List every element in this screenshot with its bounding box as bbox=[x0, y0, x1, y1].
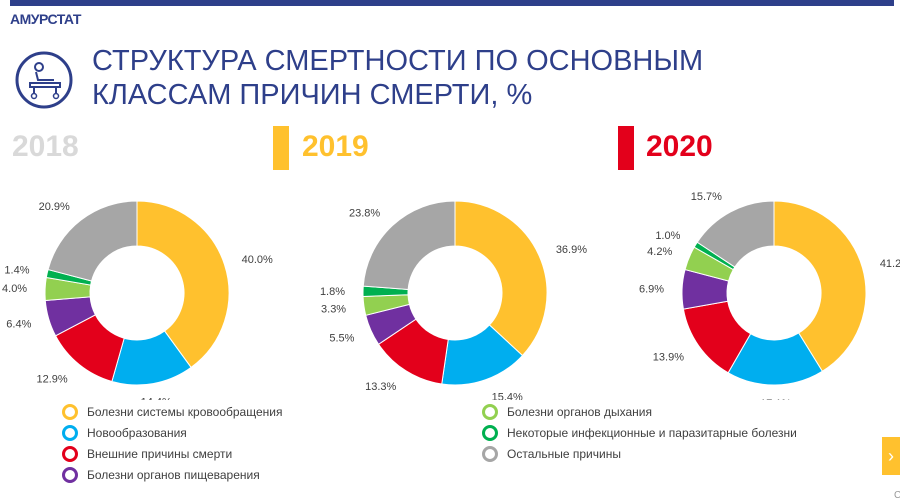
legend-marker bbox=[62, 466, 78, 483]
donut-charts: 40.0% 14.4% 12.9% 6.4% 4.0% 1.4% 20.9% 36.9% 15.… bbox=[2, 191, 900, 400]
data-label: 23.8% bbox=[349, 207, 380, 219]
data-label: 41.2% bbox=[880, 258, 900, 270]
legend-marker bbox=[482, 424, 498, 441]
org-name: АМУРСТАТ bbox=[10, 11, 81, 27]
title-line-2: КЛАССАМ ПРИЧИН СМЕРТИ, % bbox=[92, 79, 533, 111]
legend-label: Новообразования bbox=[87, 425, 187, 440]
donut-slice-2019-6 bbox=[362, 200, 456, 290]
data-label: 12.9% bbox=[36, 373, 67, 385]
donut-slice-2019-0 bbox=[454, 200, 548, 357]
legend-item: Некоторые инфекционные и паразитарные бо… bbox=[482, 422, 797, 443]
page-title: СТРУКТУРА СМЕРТНОСТИ ПО ОСНОВНЫМ КЛАССАМ… bbox=[92, 44, 703, 112]
legend-marker bbox=[62, 424, 78, 441]
data-label: 6.4% bbox=[6, 319, 31, 331]
legend-marker bbox=[482, 445, 498, 462]
year-marker-2020 bbox=[618, 126, 634, 170]
donut-slice-2018-0 bbox=[136, 200, 230, 369]
data-label: 4.2% bbox=[647, 246, 672, 258]
donut-slice-2020-6 bbox=[696, 200, 775, 268]
data-label: 1.8% bbox=[320, 286, 345, 298]
legend-label: Некоторые инфекционные и паразитарные бо… bbox=[507, 425, 797, 440]
data-label: 13.9% bbox=[653, 351, 684, 363]
legend-item: Болезни органов пищеварения bbox=[62, 464, 282, 485]
patient-on-stretcher-icon bbox=[15, 51, 73, 109]
data-label: 13.3% bbox=[365, 381, 396, 393]
legend-item: Болезни органов дыхания bbox=[482, 401, 797, 422]
next-slide-button[interactable]: › bbox=[882, 437, 900, 475]
data-label: 15.7% bbox=[691, 191, 722, 203]
donut-slice-2020-0 bbox=[773, 200, 867, 372]
year-2018: 2018 bbox=[12, 130, 79, 163]
data-label: 15.4% bbox=[492, 392, 523, 400]
year-2019: 2019 bbox=[302, 130, 369, 163]
data-label: 14.4% bbox=[141, 396, 172, 400]
legend-marker bbox=[62, 403, 78, 420]
data-label: 4.0% bbox=[2, 283, 27, 295]
legend-left: Болезни системы кровообращения Новообразо… bbox=[62, 401, 282, 485]
year-marker-2019 bbox=[273, 126, 289, 170]
data-label: 3.3% bbox=[321, 303, 346, 315]
data-label: 17.1% bbox=[760, 398, 791, 400]
data-label: 40.0% bbox=[242, 254, 273, 266]
legend-label: Болезни органов дыхания bbox=[507, 404, 653, 419]
legend-item: Остальные причины bbox=[482, 443, 797, 464]
legend-label: Остальные причины bbox=[507, 446, 621, 461]
legend-label: Болезни системы кровообращения bbox=[87, 404, 283, 419]
legend-marker bbox=[482, 403, 498, 420]
data-label: 6.9% bbox=[639, 284, 664, 296]
legend-item: Новообразования bbox=[62, 422, 282, 443]
top-bar bbox=[10, 0, 894, 6]
legend-label: Болезни органов пищеварения bbox=[87, 467, 260, 482]
legend-marker bbox=[62, 445, 78, 462]
donut-slice-2018-6 bbox=[47, 200, 138, 282]
data-label: 1.0% bbox=[655, 230, 680, 242]
footer-text: С bbox=[894, 490, 900, 501]
data-label: 1.4% bbox=[4, 265, 29, 277]
legend-right: Болезни органов дыхания Некоторые инфекци… bbox=[482, 401, 797, 464]
legend-item: Болезни системы кровообращения bbox=[62, 401, 282, 422]
year-2020: 2020 bbox=[646, 130, 713, 163]
data-label: 5.5% bbox=[329, 333, 354, 345]
data-label: 36.9% bbox=[556, 244, 587, 256]
title-line-1: СТРУКТУРА СМЕРТНОСТИ ПО ОСНОВНЫМ bbox=[92, 45, 704, 77]
data-label: 20.9% bbox=[39, 201, 70, 213]
legend-item: Внешние причины смерти bbox=[62, 443, 282, 464]
legend-label: Внешние причины смерти bbox=[87, 446, 233, 461]
